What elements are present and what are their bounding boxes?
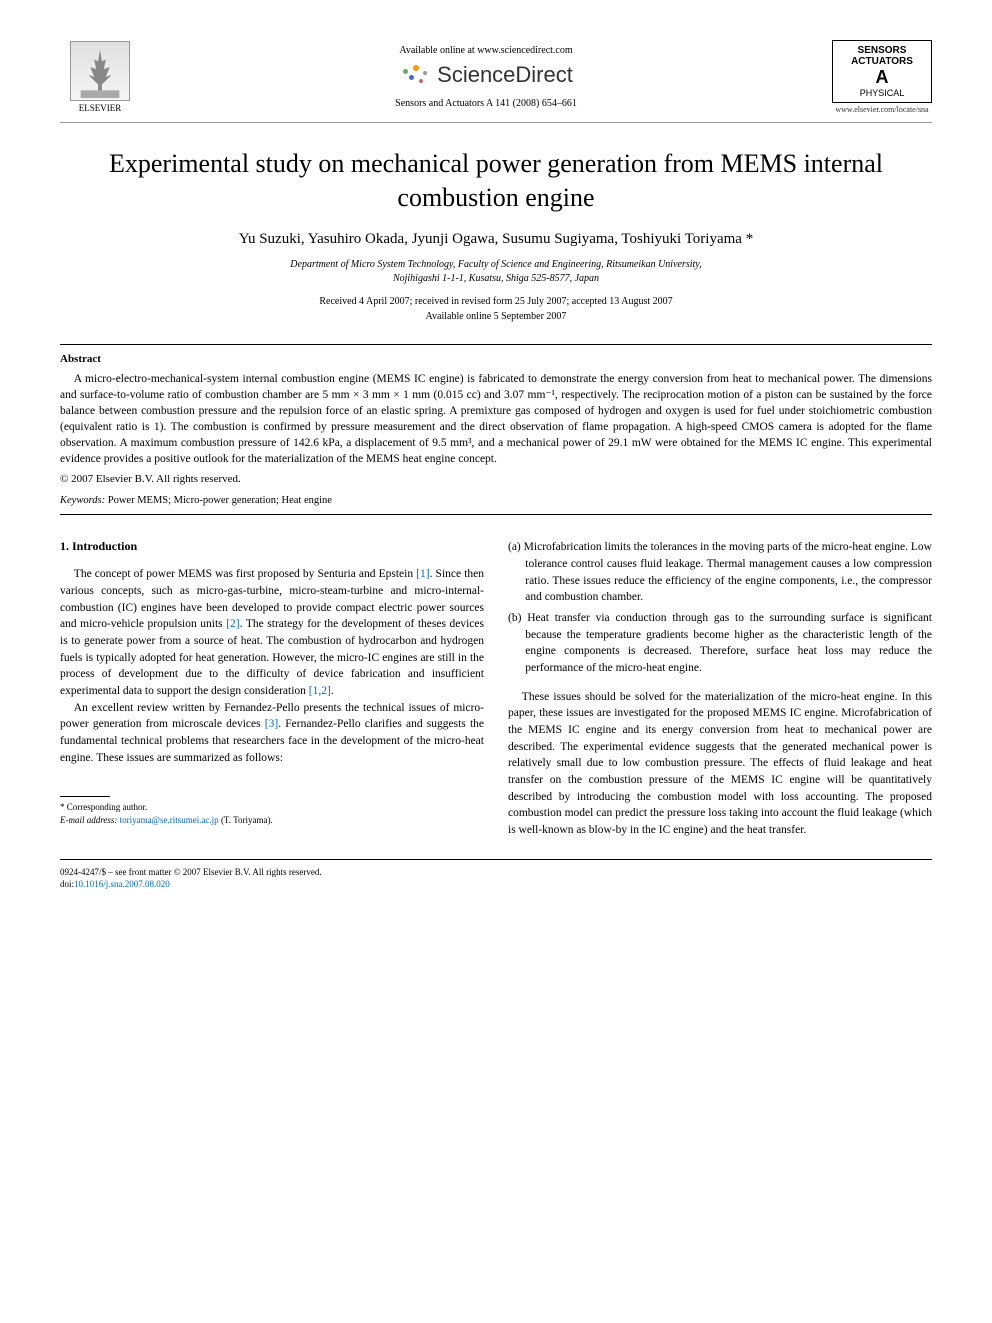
keywords-values: Power MEMS; Micro-power generation; Heat…	[105, 495, 332, 506]
journal-logo: SENSORS ACTUATORS A PHYSICAL www.elsevie…	[832, 40, 932, 114]
email-suffix: (T. Toriyama).	[219, 815, 273, 825]
list-item-a: (a) Microfabrication limits the toleranc…	[508, 539, 932, 606]
corresponding-footnote: * Corresponding author.	[60, 801, 484, 814]
article-title: Experimental study on mechanical power g…	[60, 147, 932, 215]
email-label: E-mail address:	[60, 815, 120, 825]
page-header: ELSEVIER Available online at www.science…	[60, 40, 932, 114]
doi-link[interactable]: 10.1016/j.sna.2007.08.020	[74, 879, 170, 889]
journal-url: www.elsevier.com/locate/sna	[832, 105, 932, 114]
article-dates: Received 4 April 2007; received in revis…	[60, 294, 932, 324]
platform-name: ScienceDirect	[437, 62, 573, 88]
footer-doi: doi:10.1016/j.sna.2007.08.020	[60, 878, 932, 891]
citation-2[interactable]: [2]	[226, 618, 239, 630]
online-date: Available online 5 September 2007	[426, 311, 567, 322]
sciencedirect-logo: ScienceDirect	[140, 62, 832, 88]
abstract-bottom-rule	[60, 514, 932, 515]
citation-1-2[interactable]: [1,2]	[309, 685, 331, 697]
author-email[interactable]: toriyama@se.ritsumei.ac.jp	[120, 815, 219, 825]
intro-para-2: An excellent review written by Fernandez…	[60, 700, 484, 767]
keywords-label: Keywords:	[60, 495, 105, 506]
body-columns: 1. Introduction The concept of power MEM…	[60, 539, 932, 838]
email-footnote: E-mail address: toriyama@se.ritsumei.ac.…	[60, 814, 484, 827]
journal-reference: Sensors and Actuators A 141 (2008) 654–6…	[140, 98, 832, 109]
intro-para-1: The concept of power MEMS was first prop…	[60, 566, 484, 699]
affiliation-line2: Nojihigashi 1-1-1, Kusatsu, Shiga 525-85…	[393, 273, 599, 284]
citation-1[interactable]: [1]	[416, 568, 429, 580]
affiliation-line1: Department of Micro System Technology, F…	[290, 259, 701, 270]
abstract-top-rule	[60, 344, 932, 345]
list-item-b: (b) Heat transfer via conduction through…	[508, 610, 932, 677]
footer-separator	[60, 859, 932, 860]
header-center: Available online at www.sciencedirect.co…	[140, 45, 832, 109]
journal-box-a: A	[837, 67, 927, 88]
footer-copyright: 0924-4247/$ – see front matter © 2007 El…	[60, 866, 932, 879]
abstract-heading: Abstract	[60, 353, 932, 365]
elsevier-tree-icon	[70, 41, 130, 101]
affiliation: Department of Micro System Technology, F…	[60, 258, 932, 286]
keywords-line: Keywords: Power MEMS; Micro-power genera…	[60, 495, 932, 506]
col2-para-1: These issues should be solved for the ma…	[508, 689, 932, 839]
available-online-text: Available online at www.sciencedirect.co…	[140, 45, 832, 56]
journal-box-sensors: SENSORS	[837, 45, 927, 56]
abstract-copyright: © 2007 Elsevier B.V. All rights reserved…	[60, 473, 932, 485]
author-list: Yu Suzuki, Yasuhiro Okada, Jyunji Ogawa,…	[60, 231, 932, 248]
sd-dots-icon	[399, 63, 431, 87]
citation-3[interactable]: [3]	[265, 718, 278, 730]
journal-box: SENSORS ACTUATORS A PHYSICAL	[832, 40, 932, 103]
abstract-body: A micro-electro-mechanical-system intern…	[60, 371, 932, 468]
publisher-logo: ELSEVIER	[60, 41, 140, 113]
publisher-name: ELSEVIER	[60, 103, 140, 113]
right-column: (a) Microfabrication limits the toleranc…	[508, 539, 932, 838]
left-column: 1. Introduction The concept of power MEM…	[60, 539, 484, 838]
journal-box-physical: PHYSICAL	[837, 88, 927, 98]
section-1-heading: 1. Introduction	[60, 539, 484, 554]
received-date: Received 4 April 2007; received in revis…	[319, 296, 672, 307]
header-rule	[60, 122, 932, 123]
doi-label: doi:	[60, 879, 74, 889]
journal-box-actuators: ACTUATORS	[837, 56, 927, 67]
footnote-separator	[60, 796, 110, 797]
